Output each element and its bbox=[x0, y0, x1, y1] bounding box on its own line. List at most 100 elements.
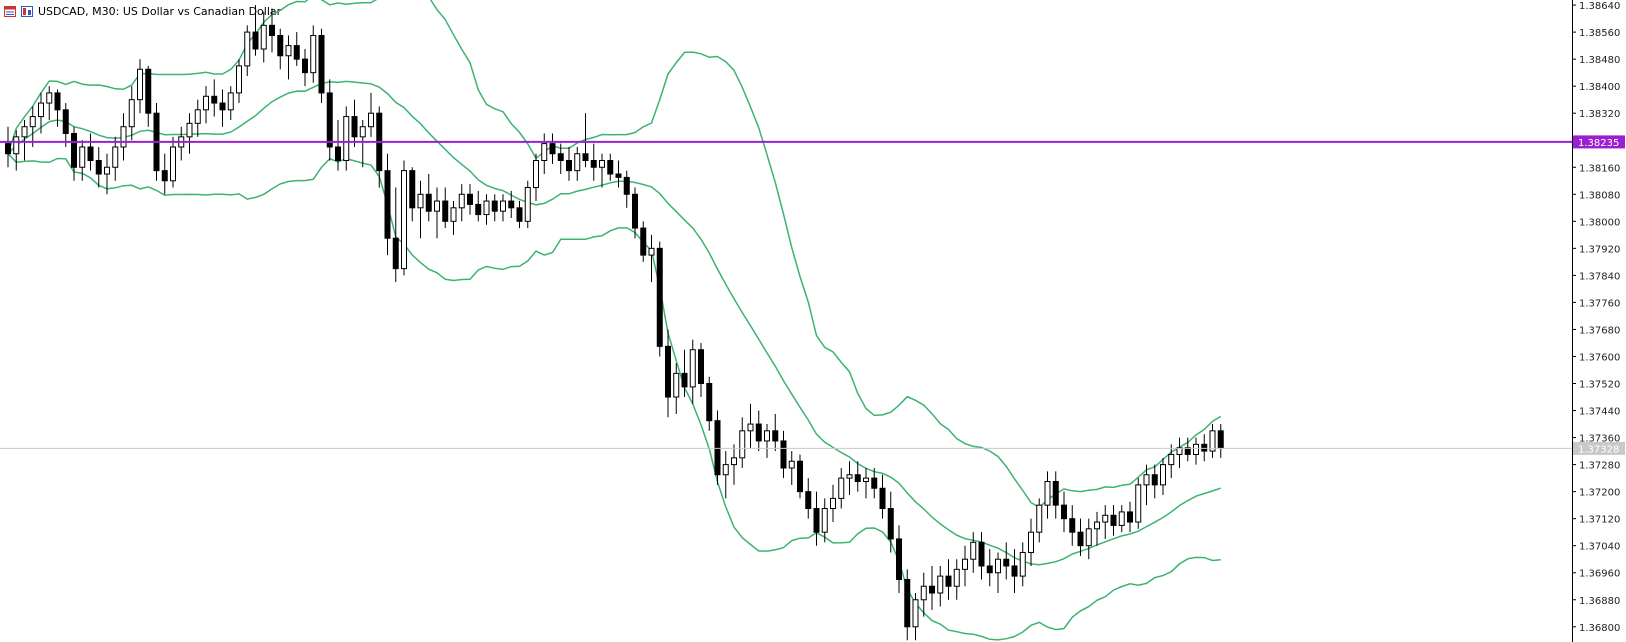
candle-body bbox=[351, 116, 358, 138]
candle-body bbox=[425, 193, 432, 212]
candle bbox=[871, 467, 878, 499]
candle bbox=[285, 35, 292, 80]
candle bbox=[648, 234, 655, 283]
candle-body bbox=[211, 95, 218, 104]
candle-body bbox=[170, 146, 176, 182]
one-click-trading-icon[interactable] bbox=[21, 5, 33, 17]
chart-window-icon bbox=[4, 5, 16, 17]
candle-body bbox=[590, 160, 597, 168]
candle-body bbox=[772, 430, 779, 442]
bollinger-middle-band bbox=[7, 80, 1222, 566]
candle bbox=[1052, 471, 1059, 519]
candle bbox=[1077, 518, 1084, 556]
candle bbox=[524, 180, 531, 229]
candle bbox=[1061, 491, 1067, 533]
candle-body bbox=[1143, 474, 1150, 486]
candle-body bbox=[920, 585, 927, 601]
candle bbox=[318, 28, 325, 104]
candle-body bbox=[516, 207, 523, 222]
candle bbox=[904, 569, 911, 641]
candle bbox=[128, 86, 135, 141]
candle-body bbox=[203, 95, 209, 111]
candle bbox=[714, 410, 721, 485]
candle bbox=[516, 201, 523, 229]
candle bbox=[5, 126, 11, 168]
price-tick-label: 1.37920 bbox=[1579, 244, 1620, 255]
candle-body bbox=[656, 247, 663, 347]
candle-body bbox=[128, 99, 135, 128]
candle bbox=[887, 491, 894, 553]
candle bbox=[590, 143, 597, 181]
candle-body bbox=[1019, 551, 1026, 577]
candle-body bbox=[137, 68, 143, 101]
price-axis[interactable]: 1.38640 1.38560 1.38480 1.38400 1.38320 1.381… bbox=[1572, 1, 1620, 634]
price-tick-label: 1.38320 bbox=[1579, 109, 1620, 120]
candle-body bbox=[698, 349, 704, 385]
candle bbox=[1044, 471, 1051, 519]
candle-body bbox=[1168, 453, 1175, 466]
candle-body bbox=[533, 160, 539, 189]
candle-body bbox=[1044, 481, 1051, 506]
candle-body bbox=[648, 247, 655, 256]
candle-body bbox=[566, 160, 572, 172]
candle-body bbox=[335, 146, 341, 161]
candle bbox=[978, 532, 985, 580]
candle bbox=[302, 48, 308, 87]
candle-body bbox=[1110, 514, 1117, 526]
candle bbox=[1135, 478, 1142, 529]
candle bbox=[1201, 434, 1208, 462]
candle bbox=[706, 376, 713, 431]
bollinger-bands bbox=[7, 0, 1222, 641]
candle-body bbox=[1011, 565, 1018, 577]
candle bbox=[755, 410, 762, 452]
candle bbox=[1019, 542, 1026, 587]
price-tick-label: 1.37120 bbox=[1579, 515, 1620, 526]
current-price-tag: 1.37328 bbox=[1573, 441, 1625, 455]
candle-body bbox=[962, 558, 968, 570]
price-tick-label: 1.38160 bbox=[1579, 163, 1620, 174]
candle-body bbox=[689, 349, 696, 388]
candle-body bbox=[838, 477, 845, 499]
candle bbox=[764, 424, 770, 458]
candle-body bbox=[755, 423, 762, 442]
candle bbox=[401, 160, 407, 276]
candle bbox=[46, 86, 53, 120]
candle bbox=[467, 184, 473, 215]
candle-body bbox=[780, 440, 787, 469]
candle bbox=[632, 187, 638, 239]
candle bbox=[137, 59, 143, 114]
candle-body bbox=[879, 487, 886, 510]
price-tick-label: 1.36880 bbox=[1579, 596, 1620, 607]
candle bbox=[962, 545, 968, 587]
candle bbox=[1217, 424, 1224, 458]
candle-body bbox=[912, 599, 919, 628]
candle bbox=[673, 363, 680, 414]
current-price-tag-text: 1.37328 bbox=[1578, 444, 1619, 455]
candle bbox=[574, 146, 581, 181]
candle bbox=[566, 146, 572, 181]
candle-body bbox=[302, 58, 308, 74]
candle-body bbox=[747, 423, 754, 432]
candle bbox=[483, 194, 490, 225]
candle bbox=[186, 113, 193, 154]
candle bbox=[681, 349, 688, 398]
candle bbox=[797, 454, 803, 499]
candle bbox=[104, 153, 110, 195]
candle bbox=[623, 170, 630, 208]
price-tick-label: 1.37680 bbox=[1579, 325, 1620, 336]
candle-body bbox=[722, 464, 729, 476]
candle-body bbox=[788, 460, 795, 469]
candle-body bbox=[384, 170, 391, 239]
candle bbox=[194, 99, 201, 137]
candle bbox=[269, 8, 275, 53]
candle-body bbox=[871, 477, 878, 489]
price-tick-label: 1.37600 bbox=[1579, 352, 1620, 363]
hline-price-tag: 1.38235 bbox=[1573, 135, 1625, 149]
candle bbox=[95, 146, 102, 188]
candle-body bbox=[434, 200, 440, 212]
candle-body bbox=[79, 146, 86, 168]
candle bbox=[343, 106, 350, 171]
price-tick-label: 1.37520 bbox=[1579, 380, 1620, 391]
